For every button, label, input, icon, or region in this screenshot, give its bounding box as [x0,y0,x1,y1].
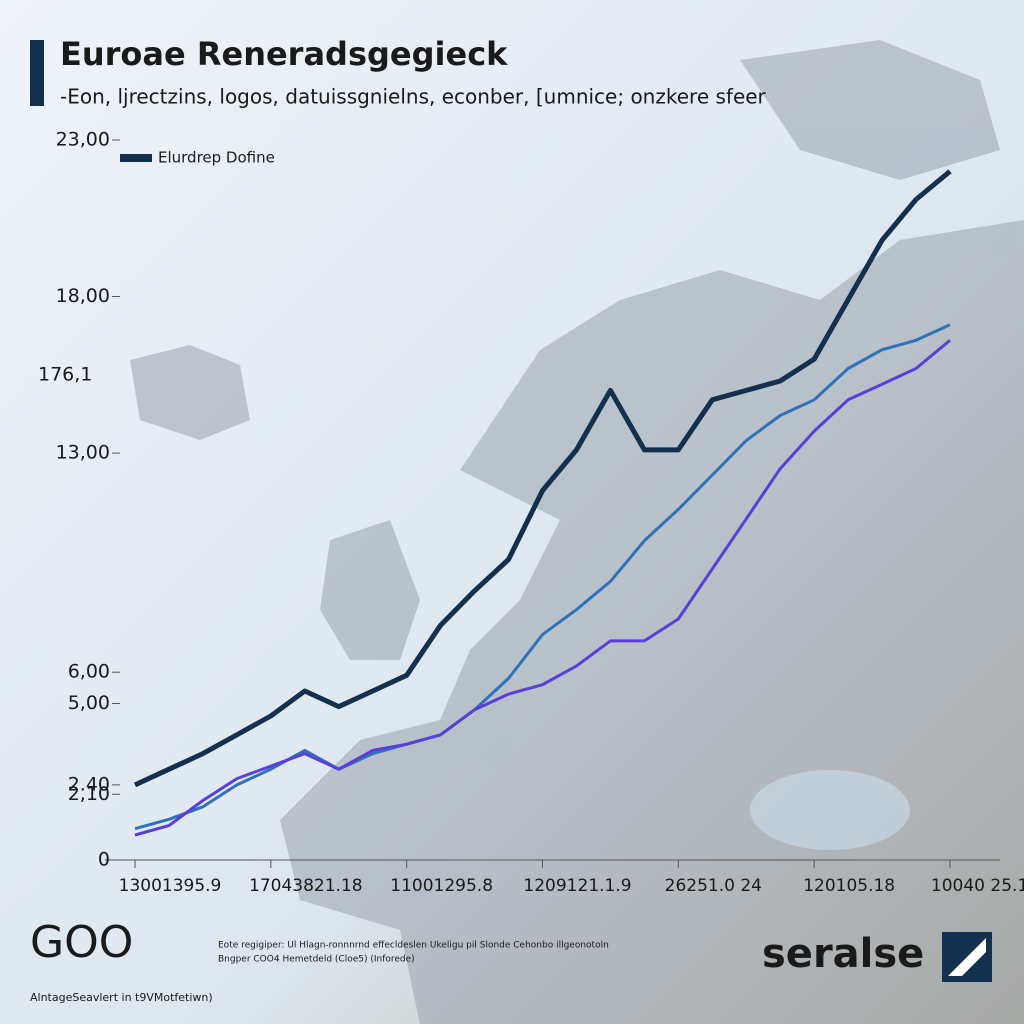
chart-subtitle: -Eon, ljrectzins, logos, datuissgnielns,… [60,85,767,109]
x-tick-label: 120105.18 [803,876,895,896]
footer-credit: AlntageSeavlert in t9VMotfetiwn) [30,991,213,1004]
y-tick-label: 5,00 [68,692,110,714]
x-tick-label: 26251.0 24 [665,876,762,896]
footer-source: Eote regigiper: Ul Hlagn-ronnnrnd effecl… [218,941,609,951]
footer-source: Bngper COO4 Hemetdeld (Cloe5) (Inforede) [218,955,415,965]
x-tick-label: 13001395.9 [119,876,222,896]
y-tick-label: 2,10 [68,783,110,805]
title-bar [30,40,44,106]
y-tick-label: 6,00 [68,661,110,683]
legend-label: Elurdrep Dofine [158,149,275,167]
brand-icon-mark [948,938,986,976]
y-tick-label: 23,00 [56,129,110,151]
x-tick-label: 1209121.1.9 [523,876,631,896]
sea [750,770,910,850]
y-tick-label: 0 [98,849,110,871]
series-line [134,339,951,837]
x-tick-label: 17043821.18 [249,876,363,896]
y-tick-label: 13,00 [56,442,110,464]
legend-swatch [120,154,152,162]
y-tick-label: 18,00 [56,285,110,307]
x-tick-label: 10040 25.12 [931,876,1024,896]
series-line [133,169,952,788]
annotation: 176,1 [38,364,92,386]
footer-logo: GOO [30,917,133,968]
series-line [134,323,951,831]
x-tick-label: 11001295.8 [390,876,493,896]
y-tick-label: 2.40 [68,773,110,795]
brand: seralse [762,931,924,977]
chart-title: Euroae Reneradsgegieck [60,35,508,73]
